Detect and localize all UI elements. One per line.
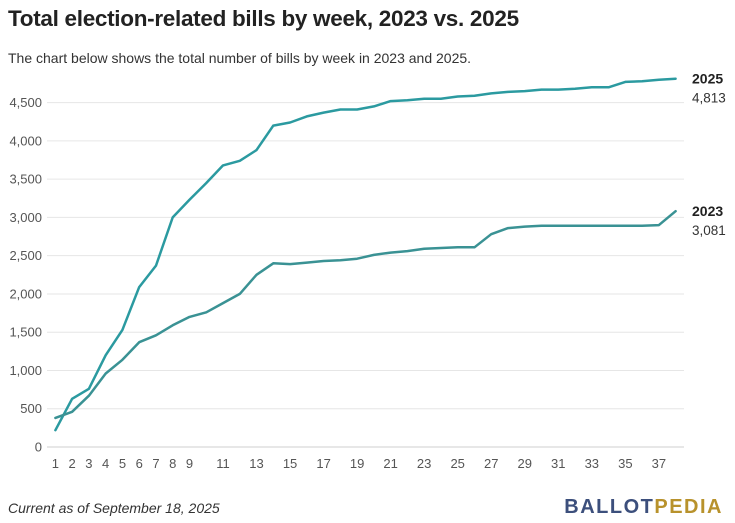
y-tick-label: 4,500: [9, 95, 42, 110]
x-tick-label: 33: [585, 456, 599, 471]
y-tick-label: 1,000: [9, 363, 42, 378]
series-end-labels: 2025 4,813 2023 3,081: [692, 71, 726, 239]
series-lines: [54, 77, 677, 432]
series-line-2023: [54, 209, 677, 420]
x-tick-label: 23: [417, 456, 431, 471]
x-axis-tick-labels: 1 2 3 4 5 6 7 8 9 11 13 15 17 19 21 23 25 27 29 31 33 35 37: [52, 456, 666, 471]
x-tick-label: 19: [350, 456, 364, 471]
x-tick-label: 29: [518, 456, 532, 471]
x-tick-label: 7: [152, 456, 159, 471]
x-tick-label: 11: [216, 456, 230, 471]
x-tick-label: 6: [136, 456, 143, 471]
y-tick-label: 0: [35, 440, 42, 455]
logo-part-pedia: PEDIA: [654, 496, 723, 518]
y-tick-label: 1,500: [9, 325, 42, 340]
chart-title: Total election-related bills by week, 20…: [8, 6, 519, 31]
x-tick-label: 4: [102, 456, 109, 471]
ballotpedia-logo[interactable]: BALLOTPEDIA: [564, 496, 723, 519]
x-tick-label: 5: [119, 456, 126, 471]
series-name-label-2023: 2023: [692, 203, 723, 219]
series-name-label-2025: 2025: [692, 71, 723, 87]
y-tick-label: 4,000: [9, 133, 42, 148]
x-tick-label: 3: [85, 456, 92, 471]
series-line-2025: [54, 77, 677, 432]
y-tick-label: 3,000: [9, 210, 42, 225]
y-tick-label: 2,500: [9, 248, 42, 263]
x-tick-label: 27: [484, 456, 498, 471]
y-tick-label: 2,000: [9, 286, 42, 301]
x-tick-label: 1: [52, 456, 59, 471]
y-tick-label: 500: [20, 401, 42, 416]
grid-lines: [47, 102, 684, 448]
x-tick-label: 25: [450, 456, 464, 471]
series-end-value-2025: 4,813: [692, 91, 726, 106]
x-tick-label: 31: [551, 456, 565, 471]
x-tick-label: 35: [618, 456, 632, 471]
chart-subtitle: The chart below shows the total number o…: [8, 50, 472, 66]
x-tick-label: 13: [249, 456, 263, 471]
y-axis-tick-labels: 0 500 1,000 1,500 2,000 2,500 3,000 3,500 4,000 4…: [9, 95, 42, 454]
x-tick-label: 2: [69, 456, 76, 471]
footer-note: Current as of September 18, 2025: [8, 500, 220, 516]
x-tick-label: 21: [383, 456, 397, 471]
y-tick-label: 3,500: [9, 172, 42, 187]
line-chart: 0 500 1,000 1,500 2,000 2,500 3,000 3,500 4,000 4…: [9, 71, 726, 471]
series-end-value-2023: 3,081: [692, 223, 726, 238]
x-tick-label: 8: [169, 456, 176, 471]
logo-part-ballot: BALLOT: [564, 496, 655, 518]
x-tick-label: 15: [283, 456, 297, 471]
x-tick-label: 17: [316, 456, 330, 471]
x-tick-label: 9: [186, 456, 193, 471]
x-tick-label: 37: [652, 456, 666, 471]
